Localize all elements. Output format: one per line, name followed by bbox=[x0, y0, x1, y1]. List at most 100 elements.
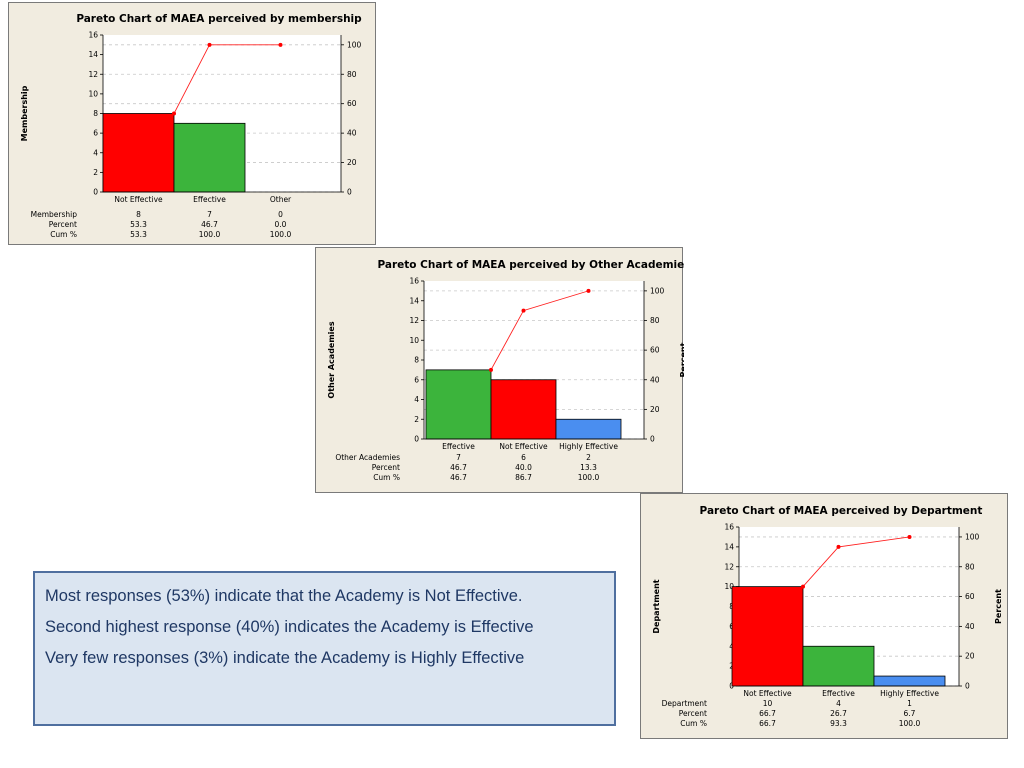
bar bbox=[490, 379, 557, 440]
y2-tick-label: 20 bbox=[347, 158, 357, 167]
cumulative-point bbox=[836, 544, 841, 549]
chart-panel-other-academies: Pareto Chart of MAEA perceived by Other … bbox=[315, 247, 684, 493]
y-tick-label: 16 bbox=[409, 277, 419, 286]
table-cell: 13.3 bbox=[580, 463, 597, 472]
y-tick-label: 14 bbox=[88, 50, 98, 59]
cumulative-point bbox=[801, 584, 805, 589]
y2-tick-label: 40 bbox=[965, 622, 975, 631]
pareto-chart-other-academies: Pareto Chart of MAEA perceived by Other … bbox=[327, 259, 684, 482]
y2-tick-label: 80 bbox=[650, 316, 660, 325]
table-cell: 7 bbox=[207, 210, 212, 219]
table-cell: 46.7 bbox=[450, 463, 467, 472]
pareto-chart-membership: Pareto Chart of MAEA perceived by member… bbox=[20, 13, 377, 239]
pareto-chart-department: Pareto Chart of MAEA perceived by Depart… bbox=[652, 505, 1003, 728]
y-tick-label: 4 bbox=[414, 395, 419, 404]
chart-panel-membership: Pareto Chart of MAEA perceived by member… bbox=[8, 2, 377, 245]
y2-tick-label: 40 bbox=[347, 129, 357, 138]
y-tick-label: 14 bbox=[409, 296, 419, 305]
y2-tick-label: 20 bbox=[965, 652, 975, 661]
y2-axis-title: Percent bbox=[679, 342, 684, 377]
x-tick-label: Not Effective bbox=[743, 689, 792, 698]
table-row-label: Percent bbox=[679, 709, 707, 718]
y-tick-label: 16 bbox=[88, 31, 98, 40]
chart-panel-department: Pareto Chart of MAEA perceived by Depart… bbox=[640, 493, 1008, 739]
table-cell: 100.0 bbox=[270, 230, 292, 239]
cumulative-point bbox=[586, 288, 591, 293]
y2-tick-label: 80 bbox=[965, 562, 975, 571]
y-axis-title: Department bbox=[652, 579, 661, 633]
table-row-label: Percent bbox=[372, 463, 400, 472]
summary-box: Most responses (53%) indicate that the A… bbox=[33, 571, 616, 726]
y2-tick-label: 100 bbox=[965, 532, 980, 541]
table-cell: 10 bbox=[763, 699, 773, 708]
y-tick-label: 14 bbox=[724, 542, 734, 551]
table-cell: 53.3 bbox=[130, 220, 147, 229]
y-tick-label: 6 bbox=[414, 375, 419, 384]
x-tick-label: Highly Effective bbox=[880, 689, 939, 698]
y-tick-label: 0 bbox=[414, 435, 419, 444]
table-cell: 46.7 bbox=[201, 220, 218, 229]
y2-tick-label: 20 bbox=[650, 405, 660, 414]
y-tick-label: 2 bbox=[414, 415, 419, 424]
table-row-label: Cum % bbox=[50, 230, 77, 239]
cumulative-point bbox=[278, 42, 283, 47]
bar bbox=[873, 675, 946, 687]
cumulative-point bbox=[521, 308, 526, 313]
table-cell: 0 bbox=[278, 210, 283, 219]
x-tick-label: Highly Effective bbox=[559, 442, 618, 451]
table-cell: 100.0 bbox=[199, 230, 221, 239]
y-tick-label: 12 bbox=[724, 562, 734, 571]
y2-tick-label: 60 bbox=[650, 346, 660, 355]
y2-tick-label: 40 bbox=[650, 375, 660, 384]
cumulative-point bbox=[907, 534, 912, 539]
chart-title: Pareto Chart of MAEA perceived by Depart… bbox=[700, 505, 983, 517]
table-cell: 6.7 bbox=[904, 709, 916, 718]
table-cell: 0.0 bbox=[275, 220, 287, 229]
table-cell: 46.7 bbox=[450, 473, 467, 482]
y2-axis-title: Percent bbox=[376, 96, 377, 131]
bar bbox=[425, 369, 492, 440]
table-cell: 40.0 bbox=[515, 463, 532, 472]
bar bbox=[731, 586, 804, 687]
bar bbox=[555, 418, 622, 440]
bar bbox=[102, 113, 175, 193]
y-tick-label: 12 bbox=[409, 316, 419, 325]
table-cell: 66.7 bbox=[759, 709, 776, 718]
summary-line: Second highest response (40%) indicates … bbox=[45, 618, 534, 636]
x-tick-label: Not Effective bbox=[114, 195, 163, 204]
table-row-label: Other Academies bbox=[335, 453, 400, 462]
table-cell: 66.7 bbox=[759, 719, 776, 728]
table-row-label: Percent bbox=[49, 220, 77, 229]
chart-title: Pareto Chart of MAEA perceived by Other … bbox=[377, 259, 684, 271]
x-tick-label: Effective bbox=[822, 689, 855, 698]
table-row-label: Cum % bbox=[373, 473, 400, 482]
y2-tick-label: 0 bbox=[965, 682, 970, 691]
y-tick-label: 10 bbox=[724, 582, 734, 591]
table-cell: 1 bbox=[907, 699, 912, 708]
bar bbox=[802, 645, 875, 687]
cumulative-point bbox=[207, 42, 212, 47]
y-tick-label: 8 bbox=[93, 109, 98, 118]
y-axis-title: Other Academies bbox=[327, 321, 336, 398]
summary-line: Most responses (53%) indicate that the A… bbox=[45, 587, 523, 605]
y-tick-label: 4 bbox=[93, 148, 98, 157]
y2-tick-label: 0 bbox=[650, 435, 655, 444]
y-axis-title: Membership bbox=[20, 85, 29, 141]
y-tick-label: 10 bbox=[88, 89, 98, 98]
table-cell: 4 bbox=[836, 699, 841, 708]
y2-tick-label: 100 bbox=[650, 286, 665, 295]
table-cell: 2 bbox=[586, 453, 591, 462]
y2-tick-label: 60 bbox=[965, 592, 975, 601]
y-tick-label: 2 bbox=[93, 168, 98, 177]
y2-tick-label: 80 bbox=[347, 70, 357, 79]
table-cell: 7 bbox=[456, 453, 461, 462]
y-tick-label: 8 bbox=[414, 356, 419, 365]
y2-tick-label: 0 bbox=[347, 188, 352, 197]
x-tick-label: Other bbox=[270, 195, 292, 204]
y-tick-label: 16 bbox=[724, 523, 734, 532]
summary-line: Very few responses (3%) indicate the Aca… bbox=[45, 649, 525, 667]
x-tick-label: Not Effective bbox=[499, 442, 548, 451]
table-cell: 6 bbox=[521, 453, 526, 462]
table-row-label: Cum % bbox=[680, 719, 707, 728]
table-row-label: Department bbox=[662, 699, 707, 708]
